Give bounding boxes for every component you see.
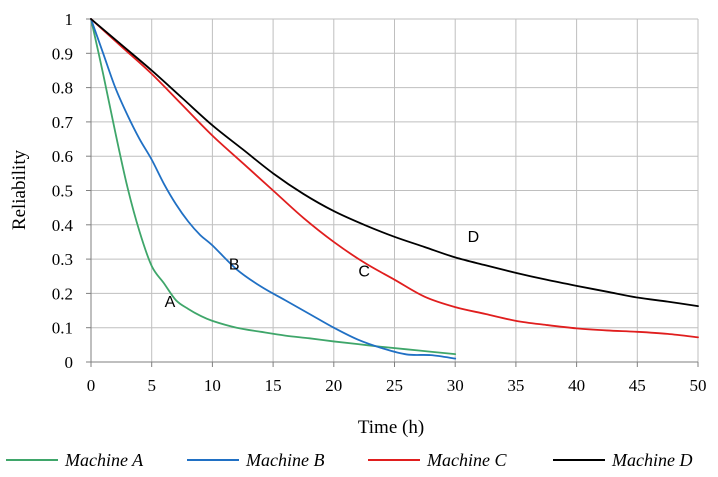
curve-label: C xyxy=(358,263,370,280)
x-tick-label: 45 xyxy=(629,376,646,395)
y-tick-label: 0.7 xyxy=(52,113,74,132)
x-tick-label: 35 xyxy=(507,376,524,395)
series-line-4 xyxy=(90,18,699,307)
curve-annotations: A B C D xyxy=(165,229,480,311)
legend-label: Machine B xyxy=(245,450,324,470)
x-tick-label: 15 xyxy=(265,376,282,395)
legend-label: Machine D xyxy=(611,450,692,470)
x-axis-title: Time (h) xyxy=(358,417,424,438)
y-tick-label: 0.9 xyxy=(52,44,73,63)
y-tick-label: 1 xyxy=(65,10,74,29)
curve-label: B xyxy=(229,256,240,273)
series-lines xyxy=(90,18,699,360)
x-tick-label: 25 xyxy=(386,376,403,395)
x-tick-label: 10 xyxy=(204,376,221,395)
curve-label: A xyxy=(165,294,176,311)
y-tick-label: 0.2 xyxy=(52,284,73,303)
curve-label: D xyxy=(468,229,480,246)
series-line-2 xyxy=(90,18,457,360)
x-tick-label: 40 xyxy=(568,376,585,395)
y-tick-label: 0.4 xyxy=(52,216,74,235)
y-tick-label: 0.3 xyxy=(52,250,73,269)
legend-label: Machine A xyxy=(64,450,144,470)
y-tick-label: 0.5 xyxy=(52,182,73,201)
y-tick-label: 0.6 xyxy=(52,147,73,166)
x-tick-label: 30 xyxy=(447,376,464,395)
y-tick-label: 0.8 xyxy=(52,79,73,98)
y-tick-label: 0.1 xyxy=(52,319,73,338)
legend-label: Machine C xyxy=(426,450,507,470)
series-line-3 xyxy=(90,18,699,339)
y-axis-title: Reliability xyxy=(9,149,30,230)
y-tick-label: 0 xyxy=(65,353,74,372)
x-tick-label: 5 xyxy=(147,376,156,395)
x-tick-label: 50 xyxy=(690,376,707,395)
x-tick-label: 0 xyxy=(87,376,96,395)
grid xyxy=(91,18,699,362)
axes xyxy=(86,18,699,367)
y-tick-labels: 0 0.1 0.2 0.3 0.4 0.5 0.6 0.7 0.8 0.9 1 xyxy=(52,10,74,372)
legend: Machine A Machine B Machine C Machine D xyxy=(6,450,692,470)
x-tick-labels: 0 5 10 15 20 25 30 35 40 45 50 xyxy=(87,376,707,395)
x-tick-label: 20 xyxy=(325,376,342,395)
